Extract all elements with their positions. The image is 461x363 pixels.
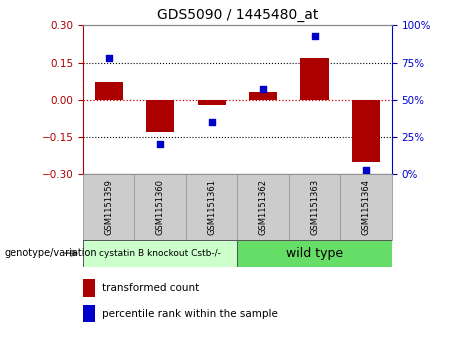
Point xyxy=(208,119,215,125)
Text: GSM1151360: GSM1151360 xyxy=(156,179,165,235)
Point xyxy=(311,33,318,39)
Point xyxy=(260,86,267,92)
Bar xyxy=(83,279,95,297)
Bar xyxy=(146,100,174,132)
Text: GSM1151361: GSM1151361 xyxy=(207,179,216,235)
Bar xyxy=(237,174,289,240)
Bar xyxy=(83,240,237,267)
Text: GSM1151364: GSM1151364 xyxy=(361,179,371,235)
Bar xyxy=(237,240,392,267)
Bar xyxy=(83,174,135,240)
Title: GDS5090 / 1445480_at: GDS5090 / 1445480_at xyxy=(157,8,318,22)
Bar xyxy=(95,82,123,100)
Point xyxy=(362,167,370,173)
Bar xyxy=(301,58,329,100)
Bar xyxy=(83,305,95,322)
Text: percentile rank within the sample: percentile rank within the sample xyxy=(101,309,278,319)
Bar xyxy=(340,174,392,240)
Text: transformed count: transformed count xyxy=(101,283,199,293)
Text: GSM1151359: GSM1151359 xyxy=(104,179,113,235)
Text: GSM1151362: GSM1151362 xyxy=(259,179,268,235)
Text: wild type: wild type xyxy=(286,247,343,260)
Bar xyxy=(197,100,226,105)
Text: cystatin B knockout Cstb-/-: cystatin B knockout Cstb-/- xyxy=(99,249,221,258)
Bar xyxy=(135,174,186,240)
Text: genotype/variation: genotype/variation xyxy=(5,248,97,258)
Bar xyxy=(289,174,340,240)
Bar xyxy=(352,100,380,162)
Bar xyxy=(186,174,237,240)
Text: GSM1151363: GSM1151363 xyxy=(310,179,319,235)
Bar xyxy=(249,92,278,100)
Point xyxy=(156,142,164,147)
Point xyxy=(105,55,112,61)
